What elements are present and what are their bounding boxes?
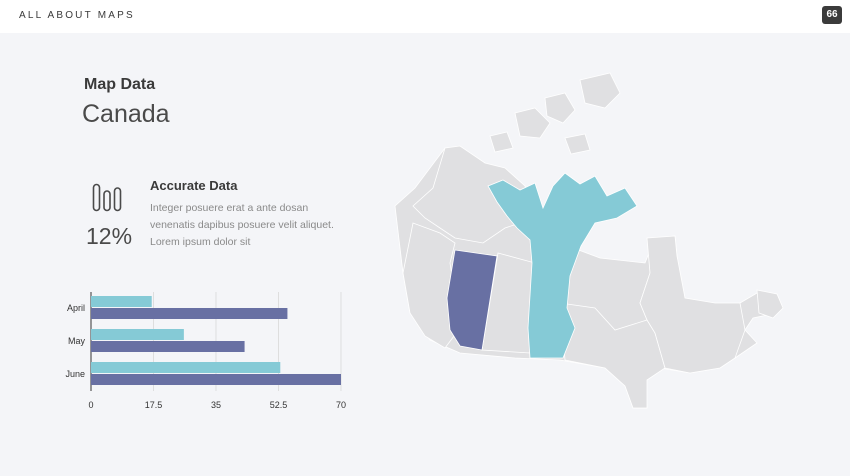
stat-value: 12% [86, 223, 133, 249]
page-number-badge: 66 [822, 6, 842, 24]
map-ontario [559, 302, 666, 409]
map-island [579, 72, 621, 109]
category-label: June [65, 369, 85, 379]
bar-chart: 0 17.5 35 52.5 70 April May June [65, 292, 346, 410]
canada-map [394, 72, 784, 409]
x-tick-label: 35 [211, 400, 221, 410]
stat-title: Accurate Data [150, 178, 238, 193]
map-nunavut-manitoba [487, 172, 638, 359]
map-island [514, 107, 551, 139]
map-island [489, 131, 514, 153]
x-tick-label: 0 [88, 400, 93, 410]
x-tick-label: 17.5 [145, 400, 163, 410]
map-newfoundland [756, 289, 784, 319]
country-title: Canada [82, 100, 170, 128]
brand-title: ALL ABOUT MAPS [19, 10, 135, 21]
map-northwest-territories [412, 145, 536, 244]
category-label: May [68, 336, 86, 346]
x-tick-label: 70 [336, 400, 346, 410]
map-island [544, 92, 576, 124]
map-alberta [446, 249, 498, 351]
bar [91, 341, 245, 352]
top-bar: ALL ABOUT MAPS 66 [0, 0, 850, 33]
bar [91, 329, 184, 340]
map-island [564, 133, 591, 155]
bar [91, 308, 288, 319]
bar-chart-icon [92, 183, 122, 212]
stat-description: Integer posuere erat a ante dosan venena… [150, 202, 334, 248]
bar [91, 296, 152, 307]
bar [91, 374, 341, 385]
bar [91, 362, 281, 373]
section-label: Map Data [84, 76, 156, 93]
category-label: April [67, 303, 85, 313]
map-quebec [639, 235, 746, 374]
x-tick-label: 52.5 [270, 400, 288, 410]
